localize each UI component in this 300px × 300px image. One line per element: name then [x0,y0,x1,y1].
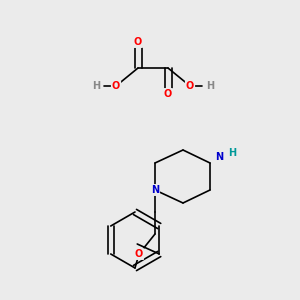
Text: H: H [206,81,214,91]
Text: N: N [151,185,159,195]
Text: O: O [112,81,120,91]
Text: O: O [134,37,142,47]
Text: H: H [92,81,100,91]
Text: N: N [215,152,223,162]
Text: H: H [228,148,236,158]
Text: O: O [186,81,194,91]
Text: O: O [135,249,143,259]
Text: O: O [164,89,172,99]
